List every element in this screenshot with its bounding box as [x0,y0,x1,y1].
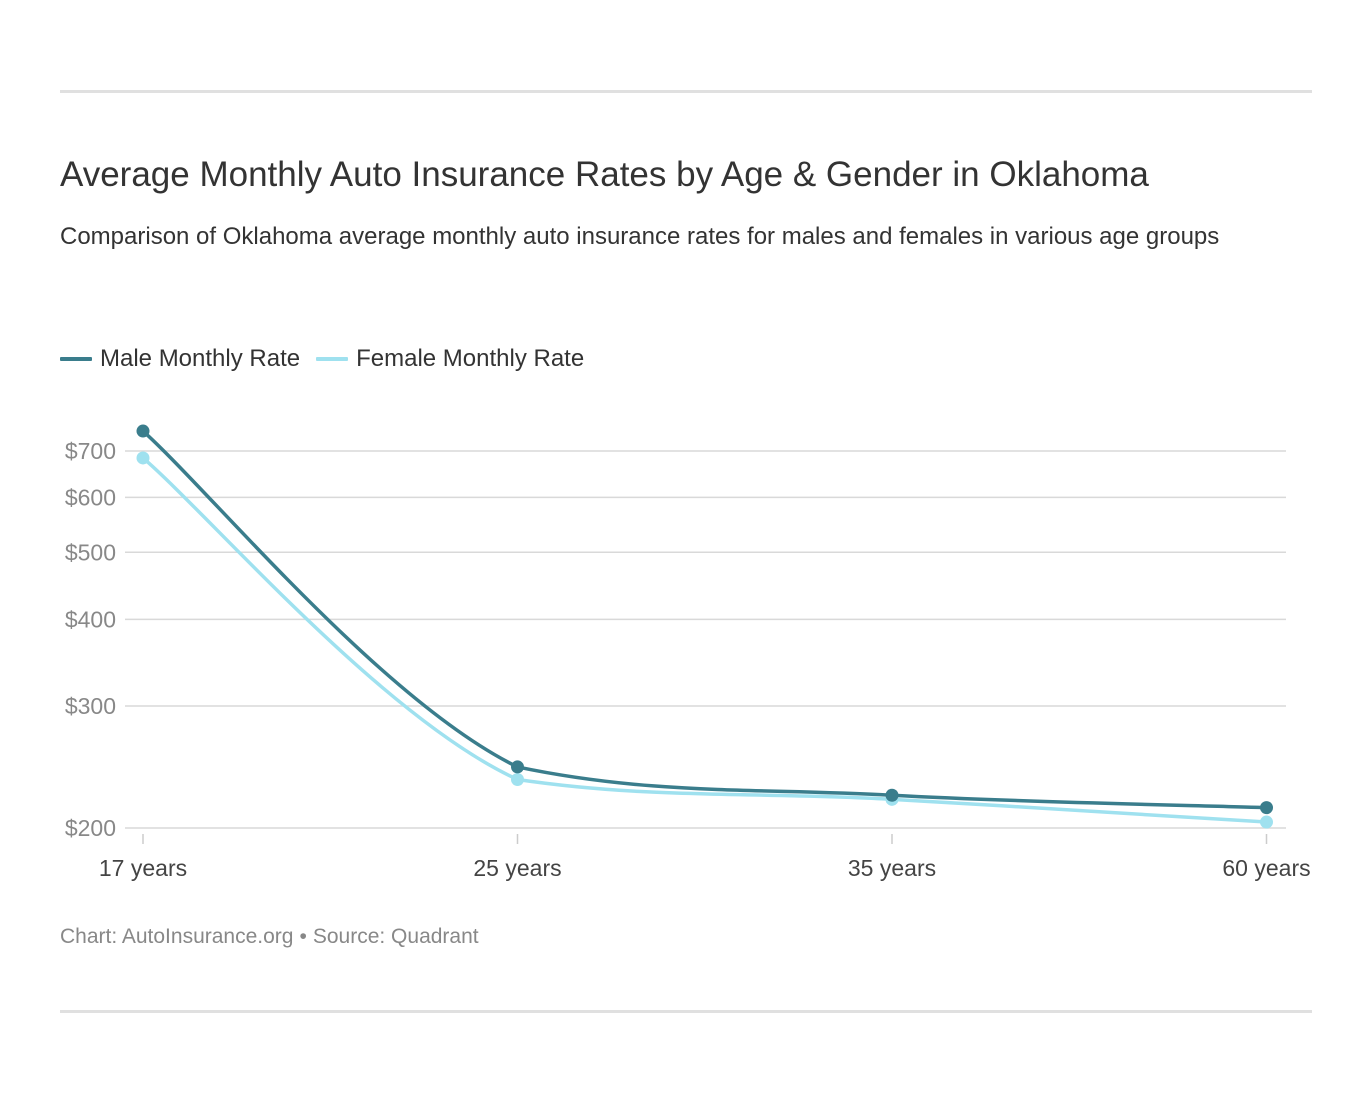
y-axis-labels: $200 $300 $400 $500 $600 $700 [65,438,116,841]
x-tick-label: 17 years [99,855,187,881]
x-axis-labels: 17 years 25 years 35 years 60 years [99,834,1311,881]
legend-swatch-female [316,357,349,361]
legend-item-male: Male Monthly Rate [60,343,300,375]
footer-chart-credit: Chart: AutoInsurance.org [60,925,294,948]
series-male [136,424,1273,815]
chart-legend: Male Monthly Rate Female Monthly Rate [60,343,600,375]
data-point-female [511,772,524,786]
data-point-male [1260,801,1273,815]
y-tick-label: $600 [65,484,116,510]
legend-swatch-male [60,357,92,361]
data-point-male [136,424,150,438]
data-point-male [511,760,524,774]
series-line-male [141,429,1269,810]
y-tick-label: $700 [65,438,116,464]
chart-title: Average Monthly Auto Insurance Rates by … [60,155,1149,194]
y-tick-label: $300 [65,693,116,719]
series-line-female [141,456,1269,824]
data-point-male [885,788,899,802]
x-tick-label: 60 years [1222,855,1310,881]
data-point-female [1260,815,1273,829]
footer-source: Source: Quadrant [312,925,479,948]
line-chart: $200 $300 $400 $500 $600 $700 17 years 25 year… [65,424,1311,881]
series-female [136,451,1273,829]
bottom-divider [60,1010,1312,1013]
y-tick-label: $500 [65,539,116,565]
legend-label-female: Female Monthly Rate [356,345,585,372]
chart-subtitle: Comparison of Oklahoma average monthly a… [60,223,1220,250]
data-point-female [136,451,150,465]
grid-layer [125,450,1286,829]
legend-item-female: Female Monthly Rate [316,343,584,375]
chart-footer: Chart: AutoInsurance.org • Source: Quadran… [60,922,479,952]
top-divider [60,90,1312,93]
x-tick-label: 35 years [848,855,936,881]
series-layer [136,424,1273,829]
y-tick-label: $200 [65,815,116,841]
y-tick-label: $400 [65,606,116,632]
footer-separator: • [299,925,307,948]
legend-label-male: Male Monthly Rate [100,345,301,372]
x-tick-label: 25 years [473,855,561,881]
